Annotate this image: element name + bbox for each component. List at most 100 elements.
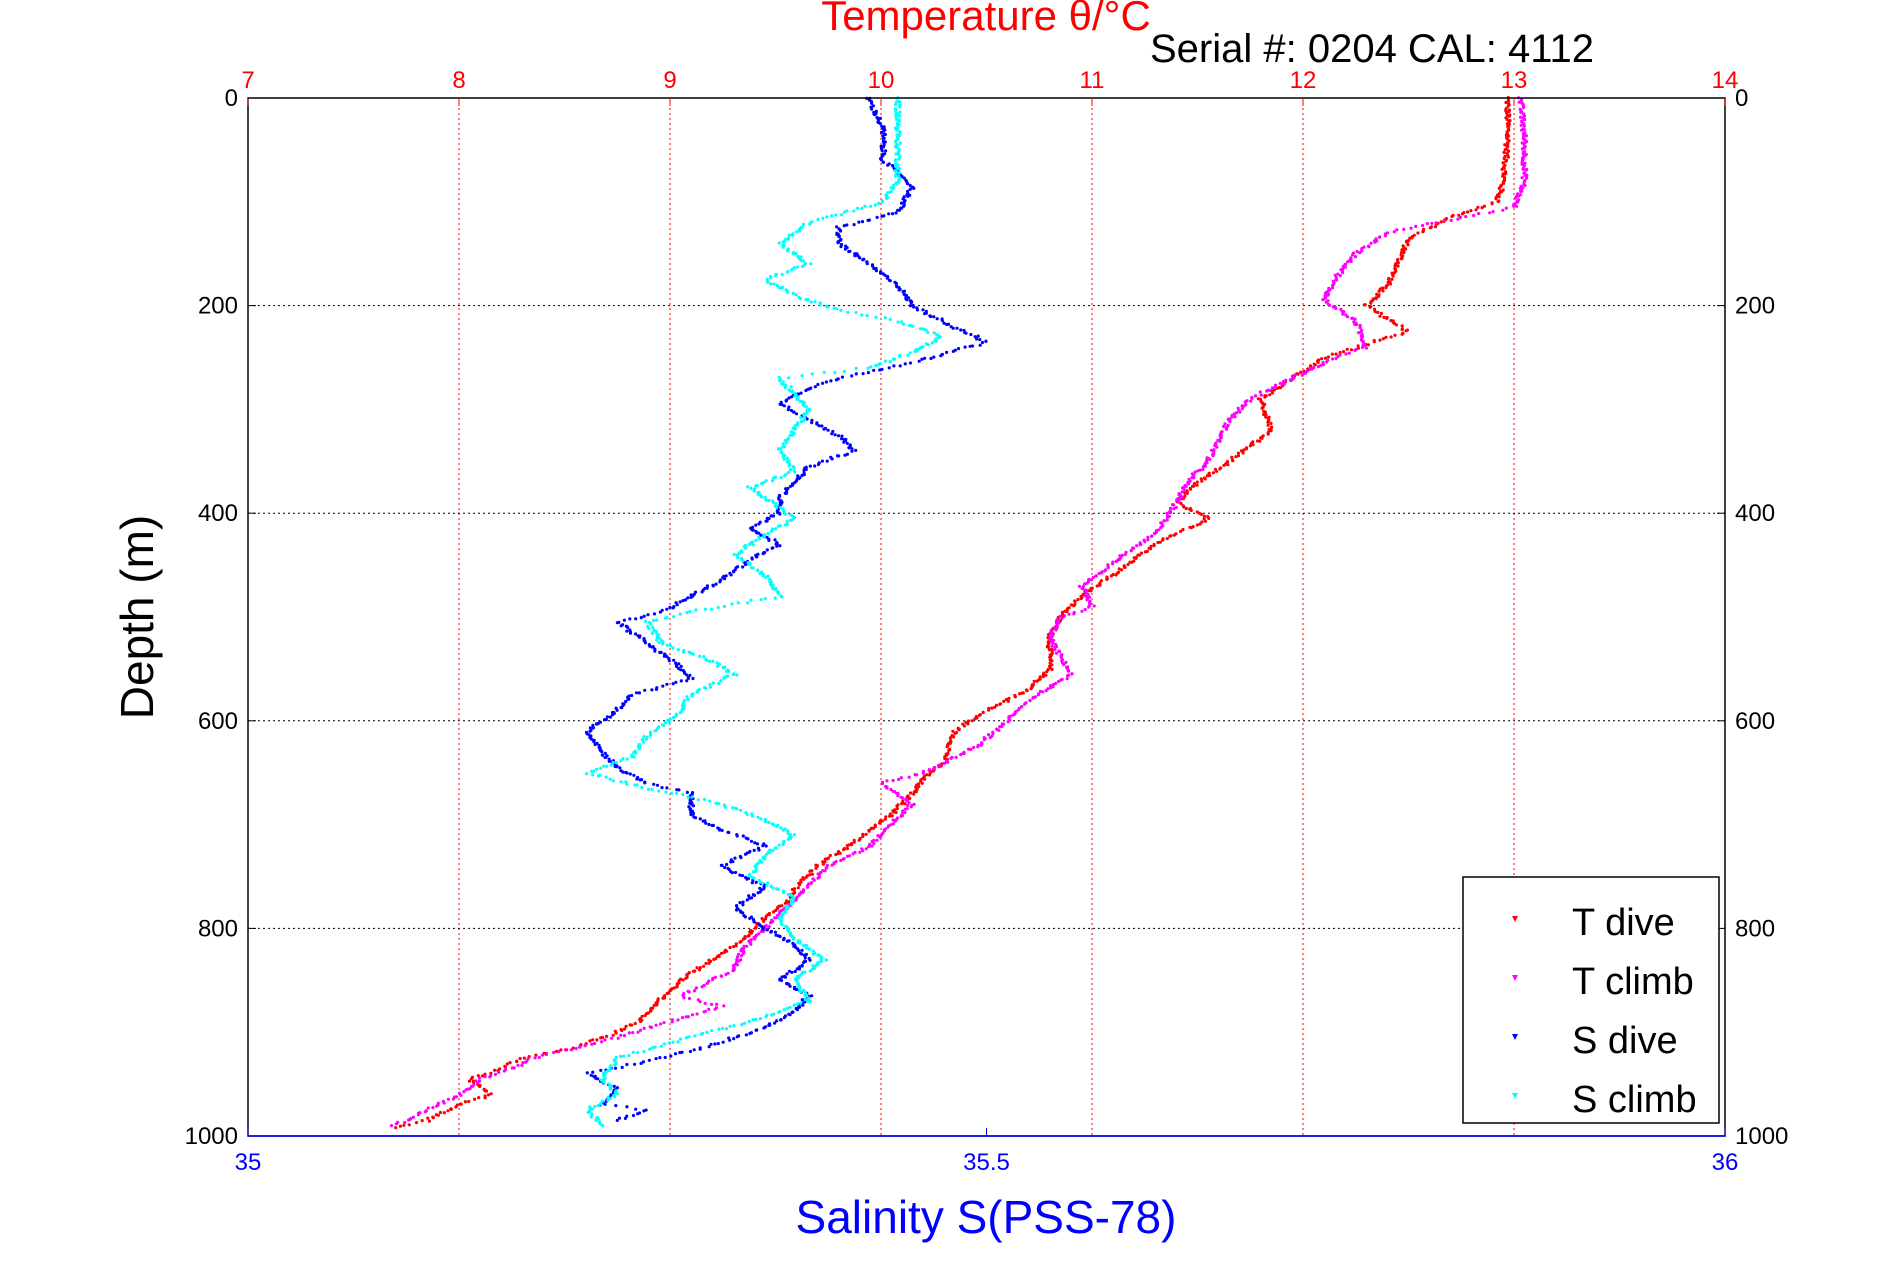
data-point — [483, 1075, 487, 1079]
tick-label-top: 10 — [868, 67, 895, 94]
data-point — [764, 1015, 768, 1019]
data-point — [741, 900, 745, 904]
data-point — [783, 910, 787, 915]
data-point — [635, 783, 639, 787]
data-point — [715, 664, 720, 668]
data-point — [747, 894, 751, 898]
data-point — [751, 814, 755, 818]
data-point — [643, 781, 647, 785]
data-point — [866, 218, 870, 222]
data-point — [633, 783, 637, 787]
data-point — [752, 893, 757, 898]
data-point — [1442, 218, 1446, 222]
data-point — [927, 768, 931, 772]
data-point — [833, 433, 837, 437]
data-point — [611, 1033, 615, 1037]
data-point — [1016, 708, 1020, 712]
data-point — [1062, 663, 1066, 667]
data-point — [896, 208, 900, 212]
data-point — [1293, 373, 1297, 377]
data-point — [684, 1036, 689, 1040]
data-point — [521, 1061, 525, 1065]
data-point — [743, 852, 748, 856]
data-point — [1120, 553, 1124, 558]
data-point — [1188, 525, 1192, 529]
data-point — [808, 464, 812, 468]
data-point — [1497, 195, 1501, 199]
data-point — [754, 538, 758, 543]
data-point — [654, 629, 658, 633]
data-point — [1006, 699, 1011, 703]
data-point — [902, 204, 906, 208]
data-point — [643, 1013, 647, 1018]
data-point — [820, 959, 824, 963]
data-point — [799, 420, 804, 424]
data-point — [775, 542, 779, 546]
data-point — [711, 659, 715, 663]
data-point — [414, 1121, 419, 1125]
data-point — [1469, 209, 1473, 213]
data-point — [778, 544, 782, 548]
data-point — [837, 234, 842, 238]
data-point — [1012, 713, 1016, 717]
data-point — [760, 495, 764, 499]
data-point — [1378, 235, 1382, 239]
data-point — [620, 1065, 624, 1069]
data-point — [751, 566, 755, 570]
data-point — [661, 996, 665, 1000]
data-point — [724, 972, 728, 977]
data-point — [787, 464, 791, 468]
data-point — [627, 1053, 631, 1058]
data-point — [906, 353, 910, 357]
data-point — [1345, 347, 1349, 351]
data-point — [710, 1029, 714, 1033]
data-point — [839, 858, 843, 863]
data-point — [602, 1080, 606, 1084]
data-point — [780, 904, 784, 908]
data-point — [592, 740, 596, 744]
data-point — [800, 473, 804, 477]
data-point — [1184, 506, 1188, 511]
data-point — [708, 799, 712, 803]
data-point — [754, 880, 758, 885]
data-point — [671, 682, 675, 686]
data-point — [767, 538, 771, 543]
tick-label-right: 0 — [1735, 85, 1748, 112]
tick-label-left: 1000 — [185, 1123, 238, 1150]
data-point — [435, 1104, 439, 1108]
data-point — [913, 349, 917, 354]
data-point — [615, 708, 619, 712]
data-point — [731, 964, 736, 968]
data-point — [1054, 628, 1058, 632]
data-point — [881, 145, 886, 149]
data-point — [608, 715, 613, 719]
data-point — [921, 308, 925, 312]
data-point — [789, 902, 794, 906]
data-point — [1041, 690, 1045, 694]
data-point — [711, 584, 715, 588]
data-point — [1516, 200, 1520, 204]
data-point — [743, 562, 748, 567]
data-point — [755, 842, 760, 846]
data-point — [1506, 155, 1510, 159]
data-point — [1356, 344, 1360, 348]
data-point — [796, 886, 800, 890]
data-point — [1053, 645, 1057, 649]
data-point — [800, 948, 804, 952]
data-point — [1388, 282, 1392, 286]
data-point — [802, 960, 806, 965]
data-point — [808, 999, 813, 1003]
data-point — [830, 457, 834, 461]
data-point — [614, 1031, 618, 1035]
data-point — [850, 447, 854, 451]
data-point — [752, 489, 756, 493]
data-point — [604, 755, 608, 760]
data-point — [951, 326, 955, 330]
data-point — [1385, 316, 1389, 320]
data-point — [647, 787, 651, 791]
data-point — [1523, 173, 1527, 178]
data-point — [1334, 352, 1338, 356]
data-point — [883, 316, 887, 320]
data-point — [714, 801, 718, 805]
data-point — [662, 654, 667, 658]
